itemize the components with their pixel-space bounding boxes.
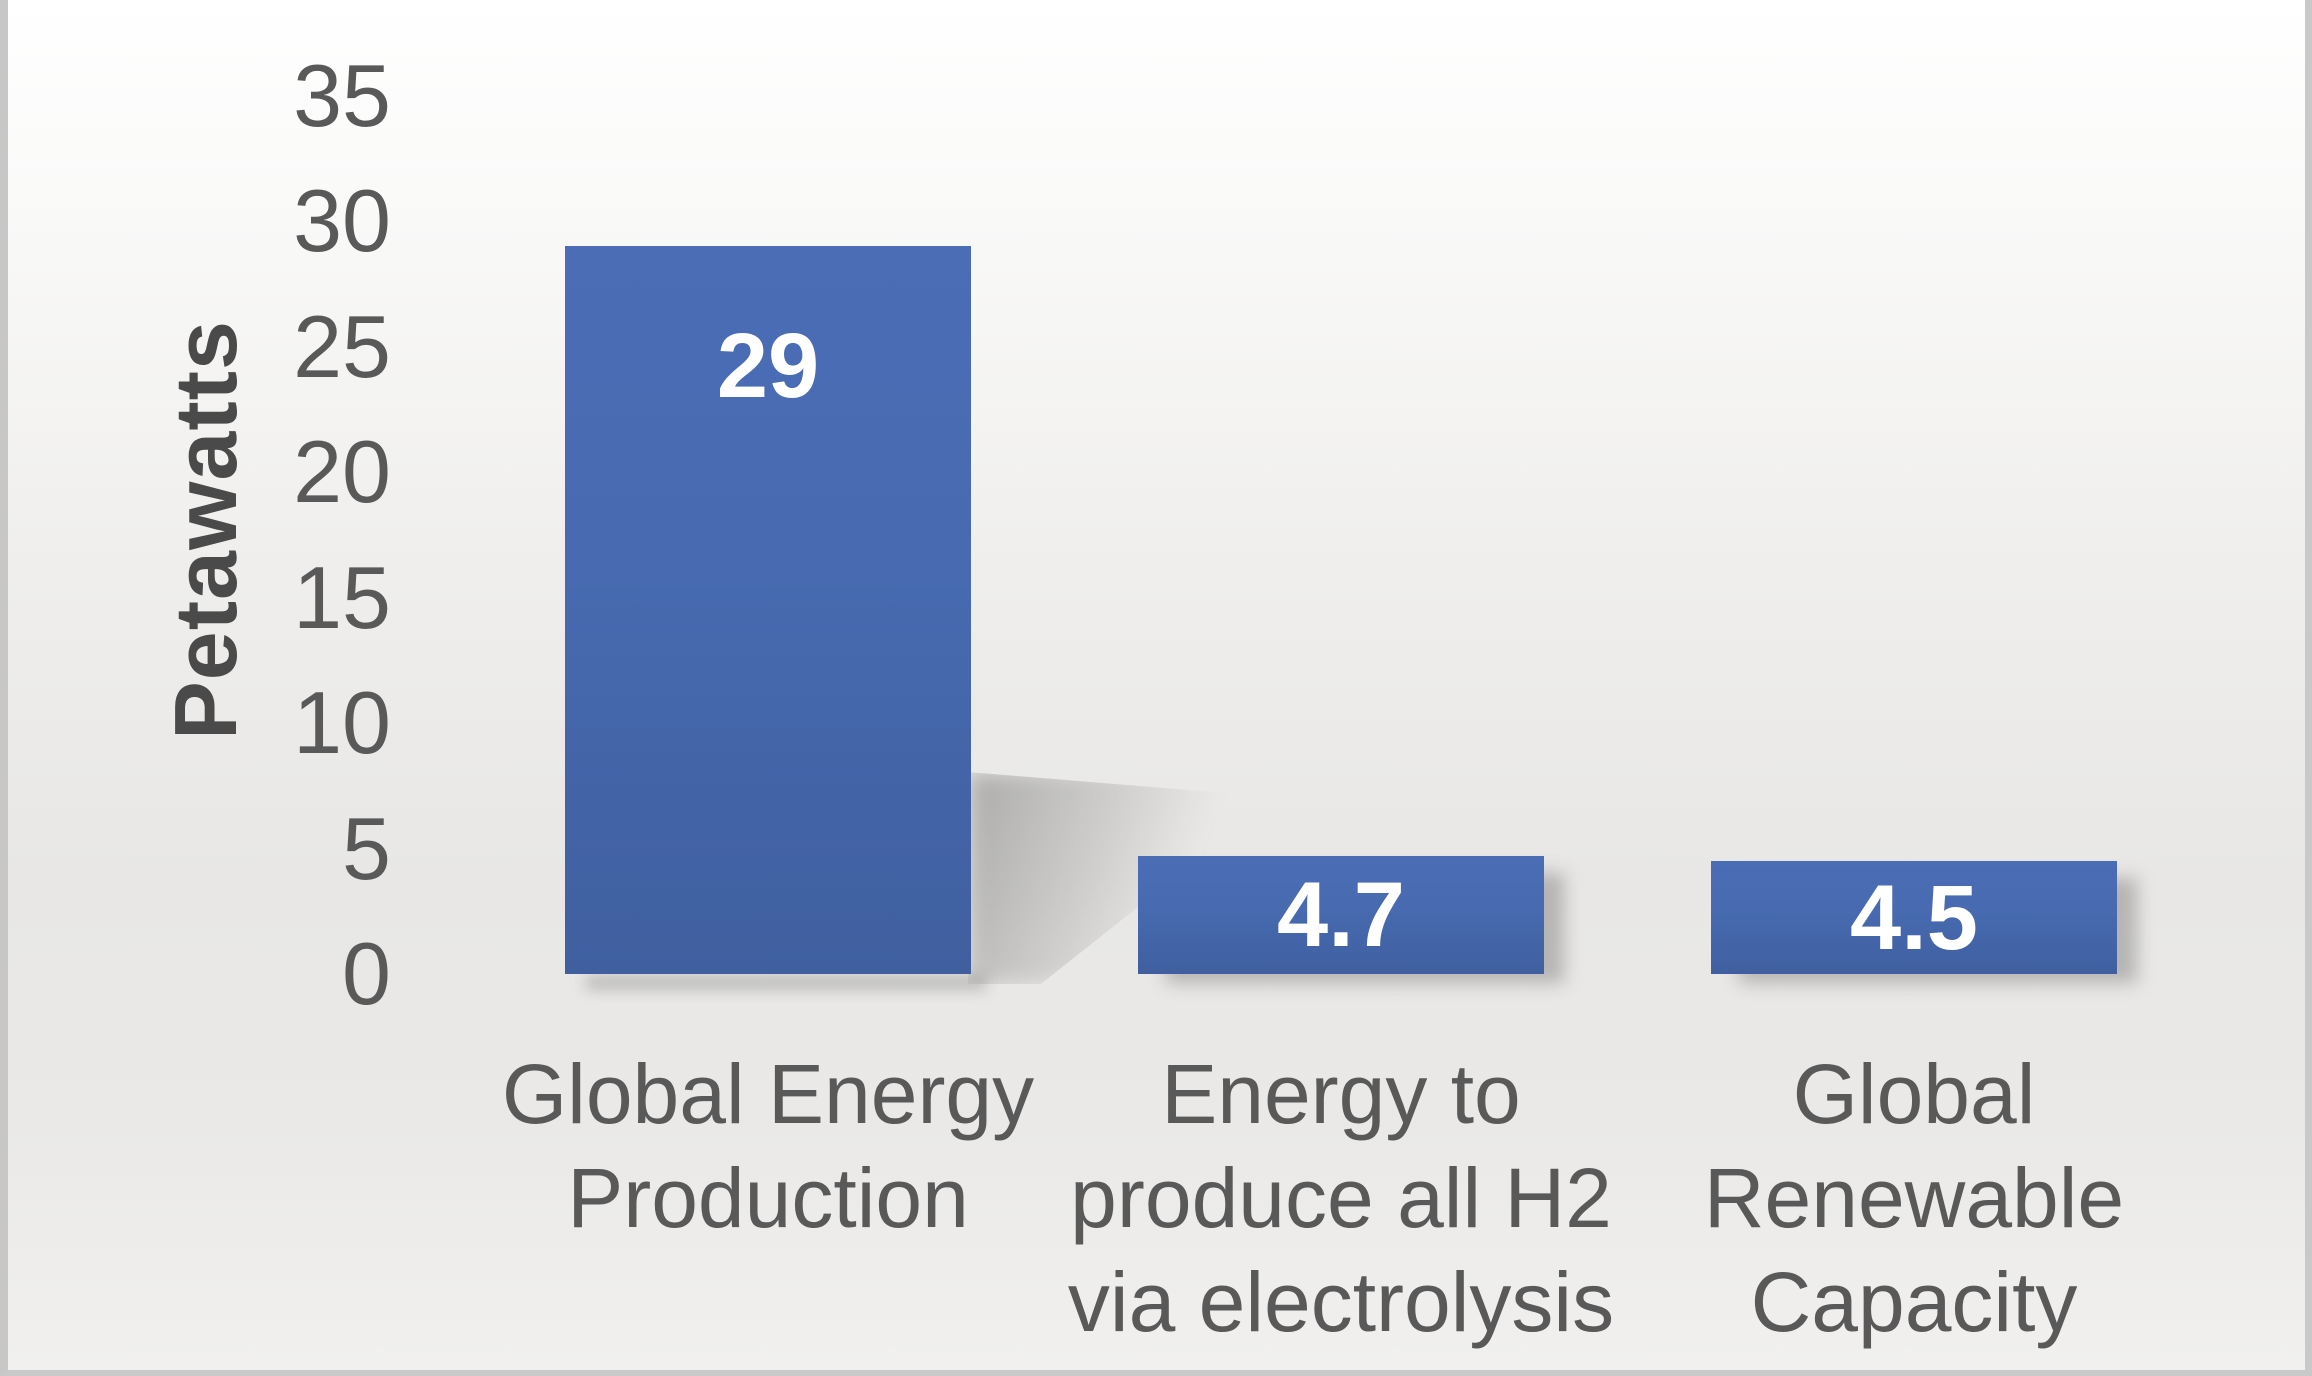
bar-series1-cat2: 4.7 [1138, 856, 1544, 974]
y-tick-label-0: 0 [342, 924, 391, 1023]
y-tick-label-35: 35 [293, 45, 391, 145]
bar-base-shadow [586, 975, 986, 990]
data-label-cat1: 29 [716, 315, 820, 418]
y-tick-label-15: 15 [293, 547, 391, 647]
y-tick-label-20: 20 [293, 422, 391, 521]
y-tick-label-30: 30 [293, 171, 391, 270]
data-label-cat3: 4.5 [1850, 866, 1978, 969]
bar-series1-cat1: 29 [565, 246, 971, 974]
category-label-cat1: Global Energy Production [501, 1047, 1035, 1245]
category-label-cat2: Energy to produce all H2 via electrolysi… [1067, 1047, 1615, 1349]
category-label-cat3: Global Renewable Capacity [1703, 1047, 2125, 1349]
bar-series1-cat3: 4.5 [1711, 861, 2117, 974]
y-tick-label-5: 5 [342, 798, 391, 898]
y-tick-label-25: 25 [293, 296, 391, 396]
y-tick-label-10: 10 [293, 673, 391, 772]
data-label-cat2: 4.7 [1277, 864, 1405, 966]
